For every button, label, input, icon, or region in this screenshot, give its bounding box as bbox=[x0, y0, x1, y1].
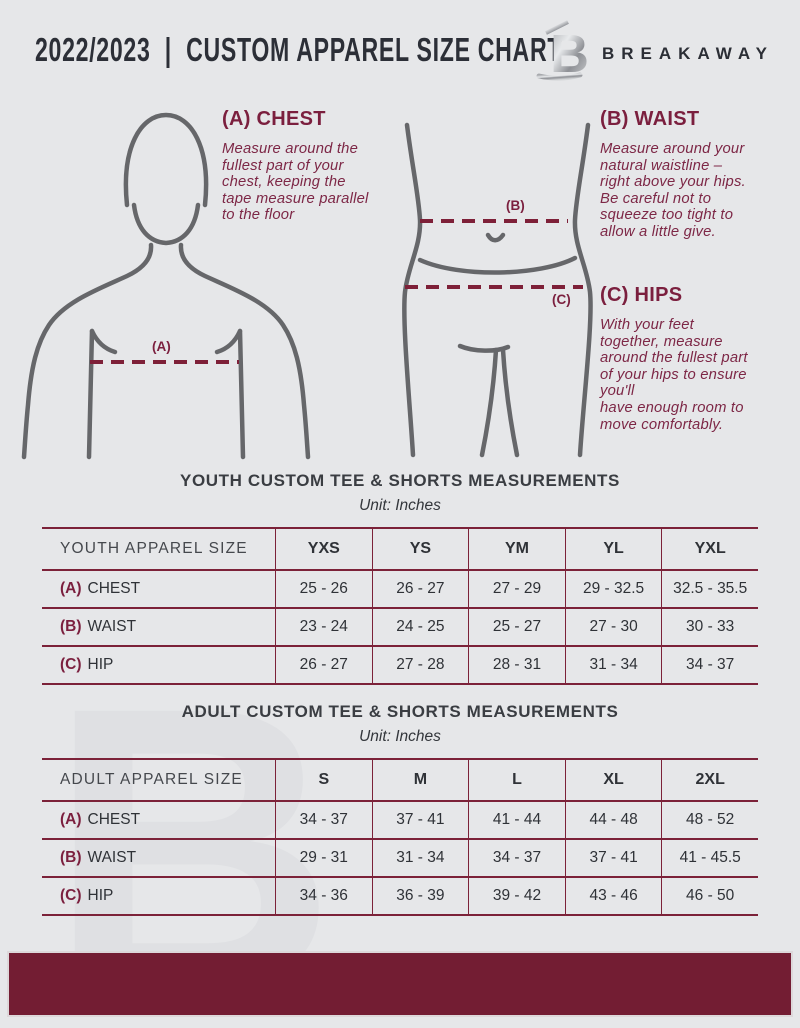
youth-size-label: YOUTH APPAREL SIZE bbox=[60, 540, 248, 557]
row-label: (C) HIP bbox=[42, 878, 275, 914]
table-row-youth-chest: (A) CHEST 25 - 26 26 - 27 27 - 29 29 - 3… bbox=[42, 571, 758, 609]
value-cell: 48 - 52 bbox=[661, 802, 758, 838]
footer-bar bbox=[7, 951, 793, 1017]
waist-guide-heading: (B) WAIST bbox=[600, 108, 700, 130]
waist-guide-text: Measure around your natural waistline – … bbox=[600, 141, 746, 240]
value-cell: 32.5 - 35.5 bbox=[661, 571, 758, 607]
youth-size-yl: YL bbox=[564, 529, 662, 569]
row-name: CHEST bbox=[87, 580, 141, 597]
chest-guide-heading: (A) CHEST bbox=[222, 108, 326, 130]
adult-size-table: ADULT APPAREL SIZE S M L XL 2XL (A) CHES… bbox=[42, 758, 758, 916]
table-row-youth-hip: (C) HIP 26 - 27 27 - 28 28 - 31 31 - 34 … bbox=[42, 647, 758, 683]
adult-table-title: ADULT CUSTOM TEE & SHORTS MEASUREMENTS bbox=[181, 702, 619, 721]
value-cell: 27 - 28 bbox=[371, 647, 469, 683]
row-label: (A) CHEST bbox=[42, 571, 275, 607]
value-cell: 34 - 37 bbox=[661, 647, 758, 683]
row-name: WAIST bbox=[87, 849, 137, 866]
waist-hips-figure-illustration bbox=[402, 122, 593, 458]
row-label: (C) HIP bbox=[42, 647, 275, 683]
value-cell: 23 - 24 bbox=[275, 609, 372, 645]
value-cell: 41 - 44 bbox=[468, 802, 565, 838]
row-name: HIP bbox=[87, 656, 114, 673]
row-marker: (A) bbox=[60, 580, 82, 597]
value-cell: 28 - 31 bbox=[468, 647, 565, 683]
row-name: CHEST bbox=[87, 811, 141, 828]
adult-size-2xl: 2XL bbox=[661, 760, 758, 800]
value-cell: 24 - 25 bbox=[371, 609, 469, 645]
value-cell: 41 - 45.5 bbox=[661, 840, 758, 876]
value-cell: 27 - 30 bbox=[564, 609, 662, 645]
youth-size-ym: YM bbox=[468, 529, 565, 569]
hips-guide-text: With your feet together, measure around … bbox=[600, 317, 748, 433]
value-cell: 26 - 27 bbox=[371, 571, 469, 607]
table-row-adult-waist: (B) WAIST 29 - 31 31 - 34 34 - 37 37 - 4… bbox=[42, 840, 758, 878]
brand-name: BREAKAWAY bbox=[602, 44, 774, 63]
value-cell: 27 - 29 bbox=[468, 571, 565, 607]
value-cell: 31 - 34 bbox=[564, 647, 662, 683]
value-cell: 26 - 27 bbox=[275, 647, 372, 683]
value-cell: 34 - 36 bbox=[275, 878, 372, 914]
chest-guide-text: Measure around the fullest part of your … bbox=[222, 141, 369, 224]
adult-size-xl: XL bbox=[564, 760, 662, 800]
value-cell: 29 - 32.5 bbox=[564, 571, 662, 607]
hips-marker-label: (C) bbox=[552, 292, 571, 307]
row-marker: (B) bbox=[60, 618, 82, 635]
youth-size-yxs: YXS bbox=[275, 529, 372, 569]
youth-table-unit: Unit: Inches bbox=[359, 497, 441, 514]
value-cell: 46 - 50 bbox=[661, 878, 758, 914]
youth-table-title: YOUTH CUSTOM TEE & SHORTS MEASUREMENTS bbox=[180, 471, 620, 490]
row-name: HIP bbox=[87, 887, 114, 904]
value-cell: 37 - 41 bbox=[371, 802, 469, 838]
youth-table-header-row: YOUTH APPAREL SIZE YXS YS YM YL YXL bbox=[42, 529, 758, 571]
chest-marker-label: (A) bbox=[152, 339, 171, 354]
svg-text:B: B bbox=[550, 24, 589, 84]
value-cell: 44 - 48 bbox=[564, 802, 662, 838]
value-cell: 29 - 31 bbox=[275, 840, 372, 876]
row-label: (A) CHEST bbox=[42, 802, 275, 838]
value-cell: 25 - 26 bbox=[275, 571, 372, 607]
page-title: 2022/2023 | CUSTOM APPAREL SIZE CHART bbox=[35, 31, 563, 68]
adult-table-header-row: ADULT APPAREL SIZE S M L XL 2XL bbox=[42, 760, 758, 802]
breakaway-logo-icon: B bbox=[536, 20, 589, 84]
value-cell: 39 - 42 bbox=[468, 878, 565, 914]
value-cell: 31 - 34 bbox=[371, 840, 469, 876]
adult-size-s: S bbox=[275, 760, 372, 800]
adult-size-l: L bbox=[468, 760, 565, 800]
adult-size-label: ADULT APPAREL SIZE bbox=[60, 771, 243, 788]
row-label: (B) WAIST bbox=[42, 840, 275, 876]
value-cell: 30 - 33 bbox=[661, 609, 758, 645]
table-row-adult-hip: (C) HIP 34 - 36 36 - 39 39 - 42 43 - 46 … bbox=[42, 878, 758, 914]
value-cell: 25 - 27 bbox=[468, 609, 565, 645]
adult-table-unit: Unit: Inches bbox=[359, 728, 441, 745]
table-row-adult-chest: (A) CHEST 34 - 37 37 - 41 41 - 44 44 - 4… bbox=[42, 802, 758, 840]
row-label: (B) WAIST bbox=[42, 609, 275, 645]
value-cell: 34 - 37 bbox=[275, 802, 372, 838]
row-marker: (B) bbox=[60, 849, 82, 866]
youth-size-yxl: YXL bbox=[661, 529, 758, 569]
value-cell: 43 - 46 bbox=[564, 878, 662, 914]
waist-marker-label: (B) bbox=[506, 198, 525, 213]
value-cell: 37 - 41 bbox=[564, 840, 662, 876]
chest-figure-illustration bbox=[21, 112, 311, 460]
value-cell: 34 - 37 bbox=[468, 840, 565, 876]
adult-size-m: M bbox=[371, 760, 469, 800]
youth-size-table: YOUTH APPAREL SIZE YXS YS YM YL YXL (A) … bbox=[42, 527, 758, 685]
row-name: WAIST bbox=[87, 618, 137, 635]
row-marker: (C) bbox=[60, 656, 82, 673]
youth-size-ys: YS bbox=[371, 529, 469, 569]
row-marker: (A) bbox=[60, 811, 82, 828]
value-cell: 36 - 39 bbox=[371, 878, 469, 914]
table-row-youth-waist: (B) WAIST 23 - 24 24 - 25 25 - 27 27 - 3… bbox=[42, 609, 758, 647]
hips-guide-heading: (C) HIPS bbox=[600, 284, 683, 306]
row-marker: (C) bbox=[60, 887, 82, 904]
